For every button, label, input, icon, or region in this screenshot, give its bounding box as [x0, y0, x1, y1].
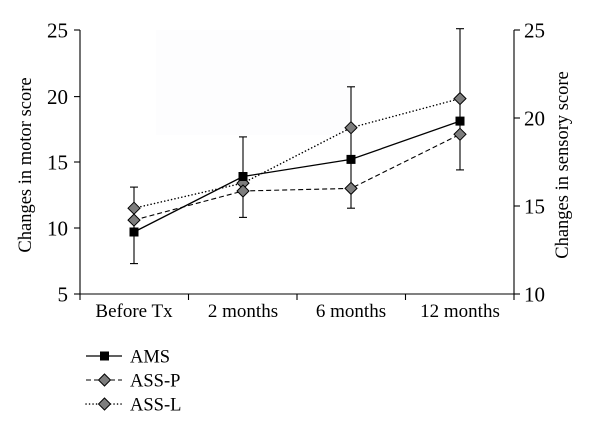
svg-text:20: 20: [47, 85, 68, 109]
svg-text:25: 25: [47, 19, 68, 43]
svg-text:2 months: 2 months: [208, 301, 278, 322]
svg-text:AMS: AMS: [130, 348, 170, 368]
svg-text:ASS-L: ASS-L: [130, 396, 181, 416]
svg-text:12 months: 12 months: [420, 301, 500, 322]
svg-text:ASS-P: ASS-P: [130, 372, 180, 392]
svg-text:Before Tx: Before Tx: [95, 301, 173, 322]
svg-text:Changes in motor score: Changes in motor score: [16, 77, 36, 252]
svg-text:25: 25: [524, 19, 545, 43]
svg-text:5: 5: [58, 283, 69, 307]
svg-text:10: 10: [524, 283, 545, 307]
svg-text:20: 20: [524, 107, 545, 131]
svg-text:6 months: 6 months: [316, 301, 386, 322]
svg-text:10: 10: [47, 217, 68, 241]
svg-text:Changes in sensory score: Changes in sensory score: [553, 71, 573, 259]
svg-text:15: 15: [47, 151, 68, 175]
svg-text:15: 15: [524, 195, 545, 219]
